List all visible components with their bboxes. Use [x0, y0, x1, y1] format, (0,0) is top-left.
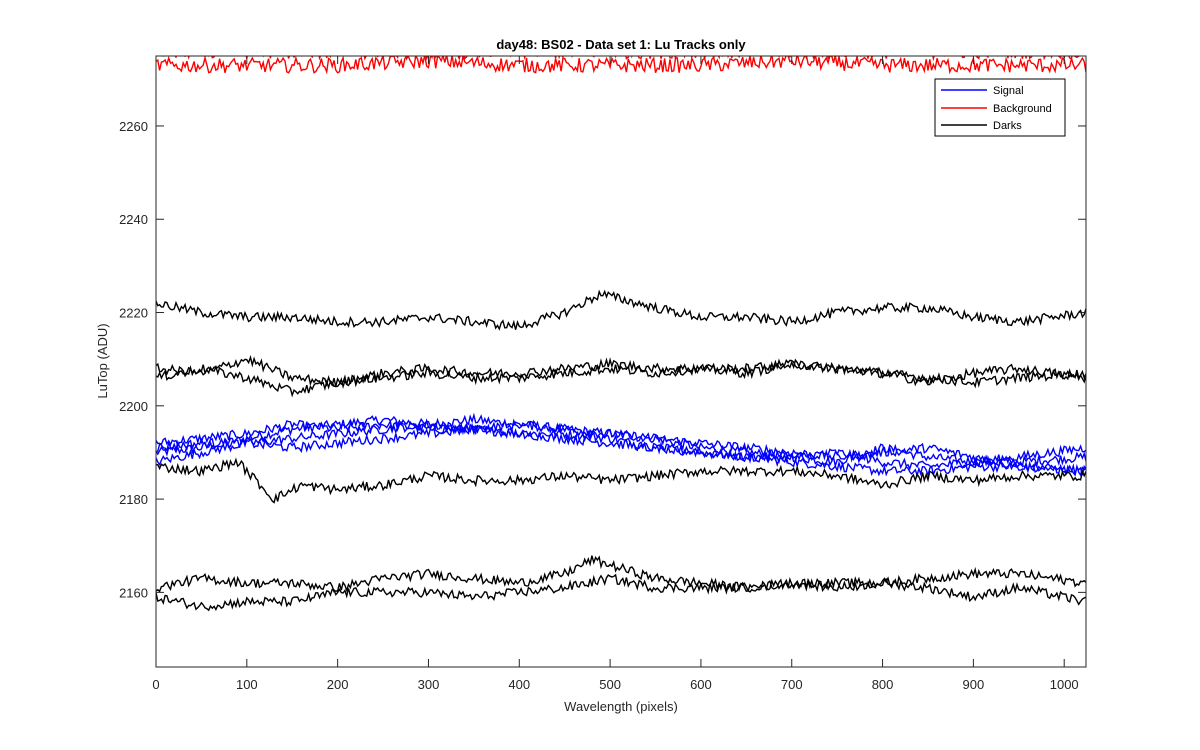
- series-line-darks-9: [156, 457, 1086, 504]
- x-tick-label: 400: [508, 677, 530, 692]
- legend: Signal Background Darks: [934, 78, 1066, 137]
- series-line-darks-11: [156, 573, 1086, 612]
- x-tick-label: 900: [963, 677, 985, 692]
- y-tick-label: 2260: [119, 119, 148, 134]
- x-tick-label: 700: [781, 677, 803, 692]
- x-tick-label: 500: [599, 677, 621, 692]
- y-axis-label: LuTop (ADU): [95, 323, 110, 398]
- series-line-darks-10: [156, 555, 1086, 593]
- y-tick-label: 2160: [119, 585, 148, 600]
- x-tick-label: 200: [327, 677, 349, 692]
- x-tick-label: 100: [236, 677, 258, 692]
- plot-area: [156, 56, 1086, 667]
- x-tick-label: 0: [152, 677, 159, 692]
- series-line-signal-0: [156, 412, 1086, 469]
- y-tick-label: 2200: [119, 399, 148, 414]
- legend-label-signal: Signal: [993, 85, 1024, 97]
- x-tick-label: 300: [418, 677, 440, 692]
- series-layer: [156, 56, 1086, 612]
- series-line-signal-2: [156, 418, 1086, 471]
- series-line-signal-3: [156, 418, 1086, 477]
- axes-box: [155, 55, 1087, 668]
- x-axis-label: Wavelength (pixels): [564, 699, 678, 714]
- series-line-darks-6: [156, 289, 1086, 331]
- x-tick-label: 1000: [1050, 677, 1079, 692]
- y-tick-label: 2220: [119, 306, 148, 321]
- x-tick-label: 600: [690, 677, 712, 692]
- x-tick-label: 800: [872, 677, 894, 692]
- legend-label-background: Background: [993, 103, 1052, 115]
- series-line-darks-8: [156, 357, 1086, 398]
- x-ticks: 0 100 200 300 400 500 600 700 800 900 1000: [152, 56, 1079, 692]
- legend-label-darks: Darks: [993, 120, 1022, 132]
- chart-title: day48: BS02 - Data set 1: Lu Tracks only: [496, 37, 746, 52]
- y-tick-label: 2180: [119, 492, 148, 507]
- series-line-background-4: [156, 56, 1086, 75]
- y-ticks: 2160 2180 2200 2220 2240 2260: [119, 119, 1086, 600]
- y-tick-label: 2240: [119, 212, 148, 227]
